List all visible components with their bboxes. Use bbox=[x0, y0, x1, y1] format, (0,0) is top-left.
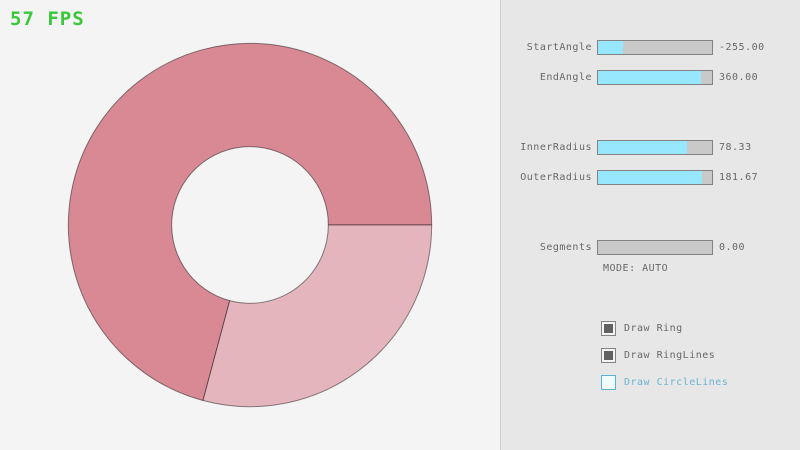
slider-value-endangle: 360.00 bbox=[719, 72, 759, 83]
side-panel: StartAngle -255.00 EndAngle 360.00 Inner… bbox=[500, 0, 800, 450]
slider-value-outerradius: 181.67 bbox=[719, 172, 759, 183]
checkbox-box[interactable] bbox=[601, 347, 616, 363]
checkbox-label: Draw RingLines bbox=[624, 349, 716, 361]
slider-row-outerradius: OuterRadius 181.67 bbox=[501, 170, 800, 185]
checkbox-box[interactable] bbox=[601, 374, 616, 390]
slider-label-endangle: EndAngle bbox=[539, 72, 592, 83]
slider-fill bbox=[598, 171, 702, 184]
checkbox-label: Draw Ring bbox=[624, 322, 683, 334]
slider-startangle[interactable] bbox=[597, 40, 713, 55]
slider-fill bbox=[598, 141, 688, 154]
slider-row-segments: Segments 0.00 bbox=[501, 240, 800, 255]
slider-value-innerradius: 78.33 bbox=[719, 142, 752, 153]
checkbox-draw-ringlines[interactable]: Draw RingLines bbox=[601, 347, 715, 363]
checkbox-draw-ring[interactable]: Draw Ring bbox=[601, 320, 683, 336]
slider-innerradius[interactable] bbox=[597, 140, 713, 155]
checkbox-box[interactable] bbox=[601, 320, 616, 336]
slider-row-startangle: StartAngle -255.00 bbox=[501, 40, 800, 55]
ring-svg bbox=[67, 42, 433, 408]
slider-fill bbox=[598, 41, 623, 54]
checkbox-check-mark bbox=[604, 350, 613, 360]
slider-label-outerradius: OuterRadius bbox=[520, 172, 592, 183]
checkbox-check-mark bbox=[604, 323, 613, 333]
ring-sector-single bbox=[202, 224, 433, 408]
slider-value-segments: 0.00 bbox=[719, 242, 746, 253]
slider-fill bbox=[598, 71, 701, 84]
slider-label-innerradius: InnerRadius bbox=[520, 142, 592, 153]
checkbox-label: Draw CircleLines bbox=[624, 376, 729, 388]
ring-sector-double bbox=[67, 42, 433, 402]
checkbox-draw-circlelines[interactable]: Draw CircleLines bbox=[601, 374, 728, 390]
slider-label-startangle: StartAngle bbox=[526, 42, 592, 53]
slider-row-endangle: EndAngle 360.00 bbox=[501, 70, 800, 85]
slider-row-innerradius: InnerRadius 78.33 bbox=[501, 140, 800, 155]
fps-counter: 57 FPS bbox=[10, 8, 85, 30]
slider-endangle[interactable] bbox=[597, 70, 713, 85]
slider-segments[interactable] bbox=[597, 240, 713, 255]
slider-label-segments: Segments bbox=[539, 242, 592, 253]
render-canvas: 57 FPS bbox=[10, 8, 433, 408]
segments-mode-text: MODE: AUTO bbox=[603, 263, 669, 274]
slider-outerradius[interactable] bbox=[597, 170, 713, 185]
slider-value-startangle: -255.00 bbox=[719, 42, 765, 53]
